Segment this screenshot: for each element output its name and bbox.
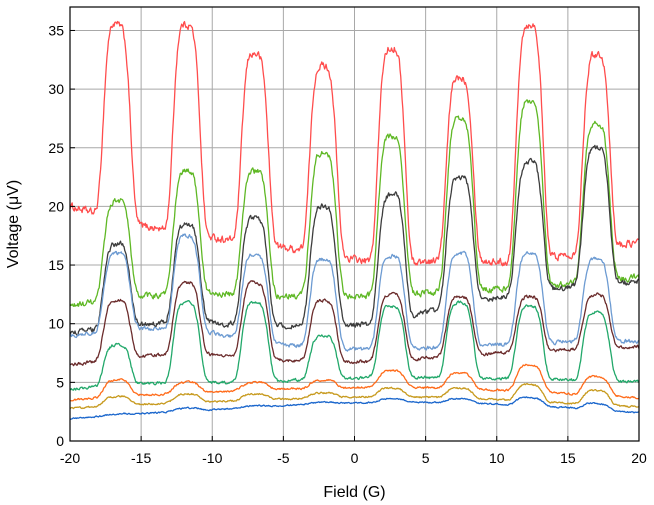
series-line [69, 233, 640, 352]
x-tick-label: 10 [489, 450, 505, 466]
y-tick-label: 5 [56, 374, 64, 390]
y-tick-label: 25 [48, 140, 64, 156]
y-tick-label: 35 [48, 22, 64, 38]
y-tick-label: 0 [56, 433, 64, 449]
series-line [69, 20, 640, 267]
series-line [69, 299, 640, 391]
x-tick-label: -5 [277, 450, 290, 466]
series-line [69, 144, 640, 337]
series-line [69, 396, 640, 420]
x-tick-label: -15 [131, 450, 151, 466]
y-tick-label: 10 [48, 316, 64, 332]
x-axis-title: Field (G) [323, 484, 385, 501]
x-tick-label: -10 [202, 450, 222, 466]
y-tick-label: 15 [48, 257, 64, 273]
y-tick-label: 30 [48, 81, 64, 97]
series-line [69, 383, 640, 410]
x-tick-label: 20 [631, 450, 647, 466]
grid [70, 7, 639, 441]
series-layer [69, 20, 640, 420]
series-line [69, 363, 640, 402]
x-tick-label: 0 [351, 450, 359, 466]
series-line [69, 279, 640, 367]
x-tick-label: 15 [560, 450, 576, 466]
y-tick-label: 20 [48, 198, 64, 214]
y-axis-title: Voltage (μV) [5, 180, 22, 268]
series-line [69, 99, 640, 307]
x-tick-label: 5 [422, 450, 430, 466]
ticks: -20 -15 -10 -5 0 5 10 15 20 0 5 10 15 20 25 30 35 [48, 22, 647, 466]
x-tick-label: -20 [60, 450, 80, 466]
